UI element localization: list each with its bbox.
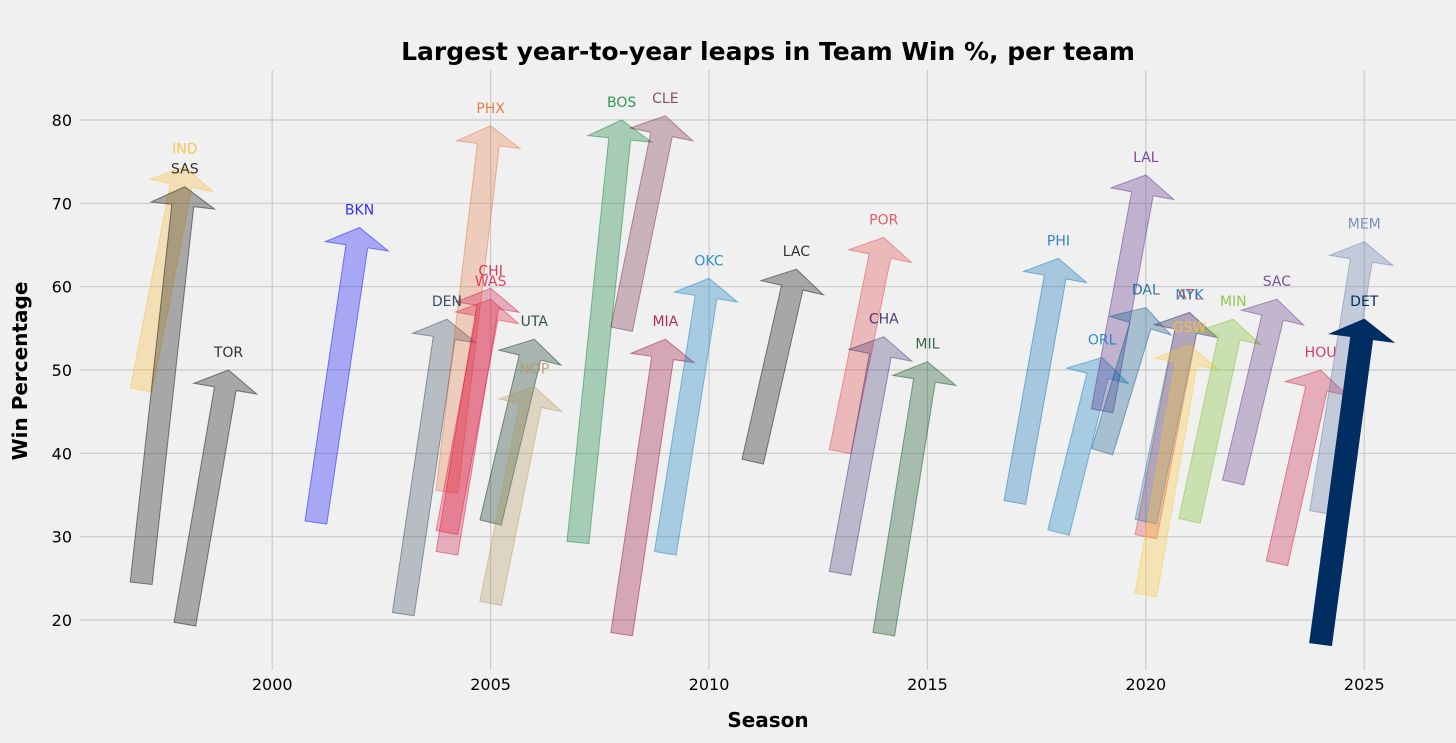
y-tick-label: 20: [52, 611, 72, 630]
leap-arrow-okc: [653, 277, 740, 556]
team-label-was: WAS: [475, 274, 507, 290]
leap-arrow-dal: [1090, 306, 1173, 456]
x-tick-label: 2005: [470, 675, 511, 694]
team-label-hou: HOU: [1305, 345, 1337, 361]
leap-arrow-det: [1309, 318, 1396, 647]
x-tick-label: 2025: [1344, 675, 1385, 694]
team-label-nop: NOP: [519, 362, 549, 378]
x-tick-label: 2020: [1125, 675, 1166, 694]
team-label-nyk: NYK: [1175, 288, 1204, 304]
team-label-chi: CHI: [478, 263, 502, 279]
team-label-sac: SAC: [1263, 274, 1291, 290]
leap-arrow-mia: [610, 338, 696, 637]
leap-arrow-por: [828, 236, 913, 455]
leap-arrow-cle: [610, 115, 695, 332]
leap-arrow-tor: [173, 369, 259, 627]
leap-arrow-nop: [479, 386, 564, 607]
chart-title: Largest year-to-year leaps in Team Win %…: [401, 37, 1135, 66]
arrows: [129, 115, 1396, 647]
team-label-bkn: BKN: [345, 203, 374, 219]
team-label-mia: MIA: [652, 314, 678, 330]
y-tick-label: 70: [52, 194, 72, 213]
x-tick-label: 2000: [252, 675, 293, 694]
leap-arrow-atl: [1134, 311, 1219, 540]
x-tick-label: 2015: [907, 675, 948, 694]
y-tick-label: 30: [52, 528, 72, 547]
team-label-ind: IND: [172, 142, 197, 158]
team-label-min: MIN: [1220, 294, 1247, 310]
y-tick-label: 60: [52, 278, 72, 297]
team-label-por: POR: [869, 213, 898, 229]
leap-arrow-phi: [1003, 257, 1089, 505]
leap-arrow-bkn: [304, 226, 391, 525]
team-label-bos: BOS: [607, 95, 636, 111]
team-label-mem: MEM: [1348, 217, 1381, 233]
team-label-mil: MIL: [915, 337, 939, 353]
team-label-tor: TOR: [213, 345, 244, 361]
leap-arrow-den: [391, 318, 478, 617]
team-label-lal: LAL: [1133, 150, 1159, 166]
team-label-cha: CHA: [869, 312, 899, 328]
team-label-uta: UTA: [521, 314, 549, 330]
team-label-gsw: GSW: [1173, 320, 1207, 336]
leap-arrow-mil: [872, 361, 958, 637]
team-label-orl: ORL: [1088, 333, 1117, 349]
team-label-dal: DAL: [1132, 283, 1160, 299]
leap-arrow-bos: [566, 119, 654, 545]
leap-arrow-uta: [479, 338, 563, 526]
leap-arrow-was: [435, 298, 521, 536]
leap-arrow-orl: [1047, 356, 1131, 536]
leap-arrow-hou: [1265, 369, 1350, 567]
team-label-sas: SAS: [171, 162, 199, 178]
team-label-lac: LAC: [783, 244, 810, 260]
leap-arrow-ind: [129, 166, 215, 393]
leap-arrow-lac: [741, 268, 826, 465]
y-tick-label: 50: [52, 361, 72, 380]
leap-arrow-lal: [1090, 174, 1176, 414]
leap-arrow-gsw: [1134, 344, 1220, 598]
leap-arrow-min: [1178, 318, 1263, 524]
team-label-okc: OKC: [694, 253, 723, 269]
leap-arrow-cha: [828, 336, 914, 576]
x-axis-label: Season: [727, 708, 808, 732]
team-label-phi: PHI: [1047, 233, 1070, 249]
y-axis-label: Win Percentage: [8, 282, 32, 461]
leap-arrow-chi: [435, 287, 521, 556]
leap-arrow-phx: [435, 125, 522, 494]
team-label-det: DET: [1350, 294, 1379, 310]
team-label-den: DEN: [432, 294, 462, 310]
y-tick-label: 80: [52, 111, 72, 130]
team-label-phx: PHX: [476, 101, 505, 117]
leap-arrow-sac: [1221, 298, 1306, 486]
y-tick-label: 40: [52, 444, 72, 463]
team-label-cle: CLE: [652, 91, 678, 107]
leap-arrow-sas: [129, 186, 217, 586]
x-tick-label: 2010: [689, 675, 730, 694]
team-label-atl: ATL: [1177, 288, 1202, 304]
leap-arrow-nyk: [1134, 311, 1219, 525]
